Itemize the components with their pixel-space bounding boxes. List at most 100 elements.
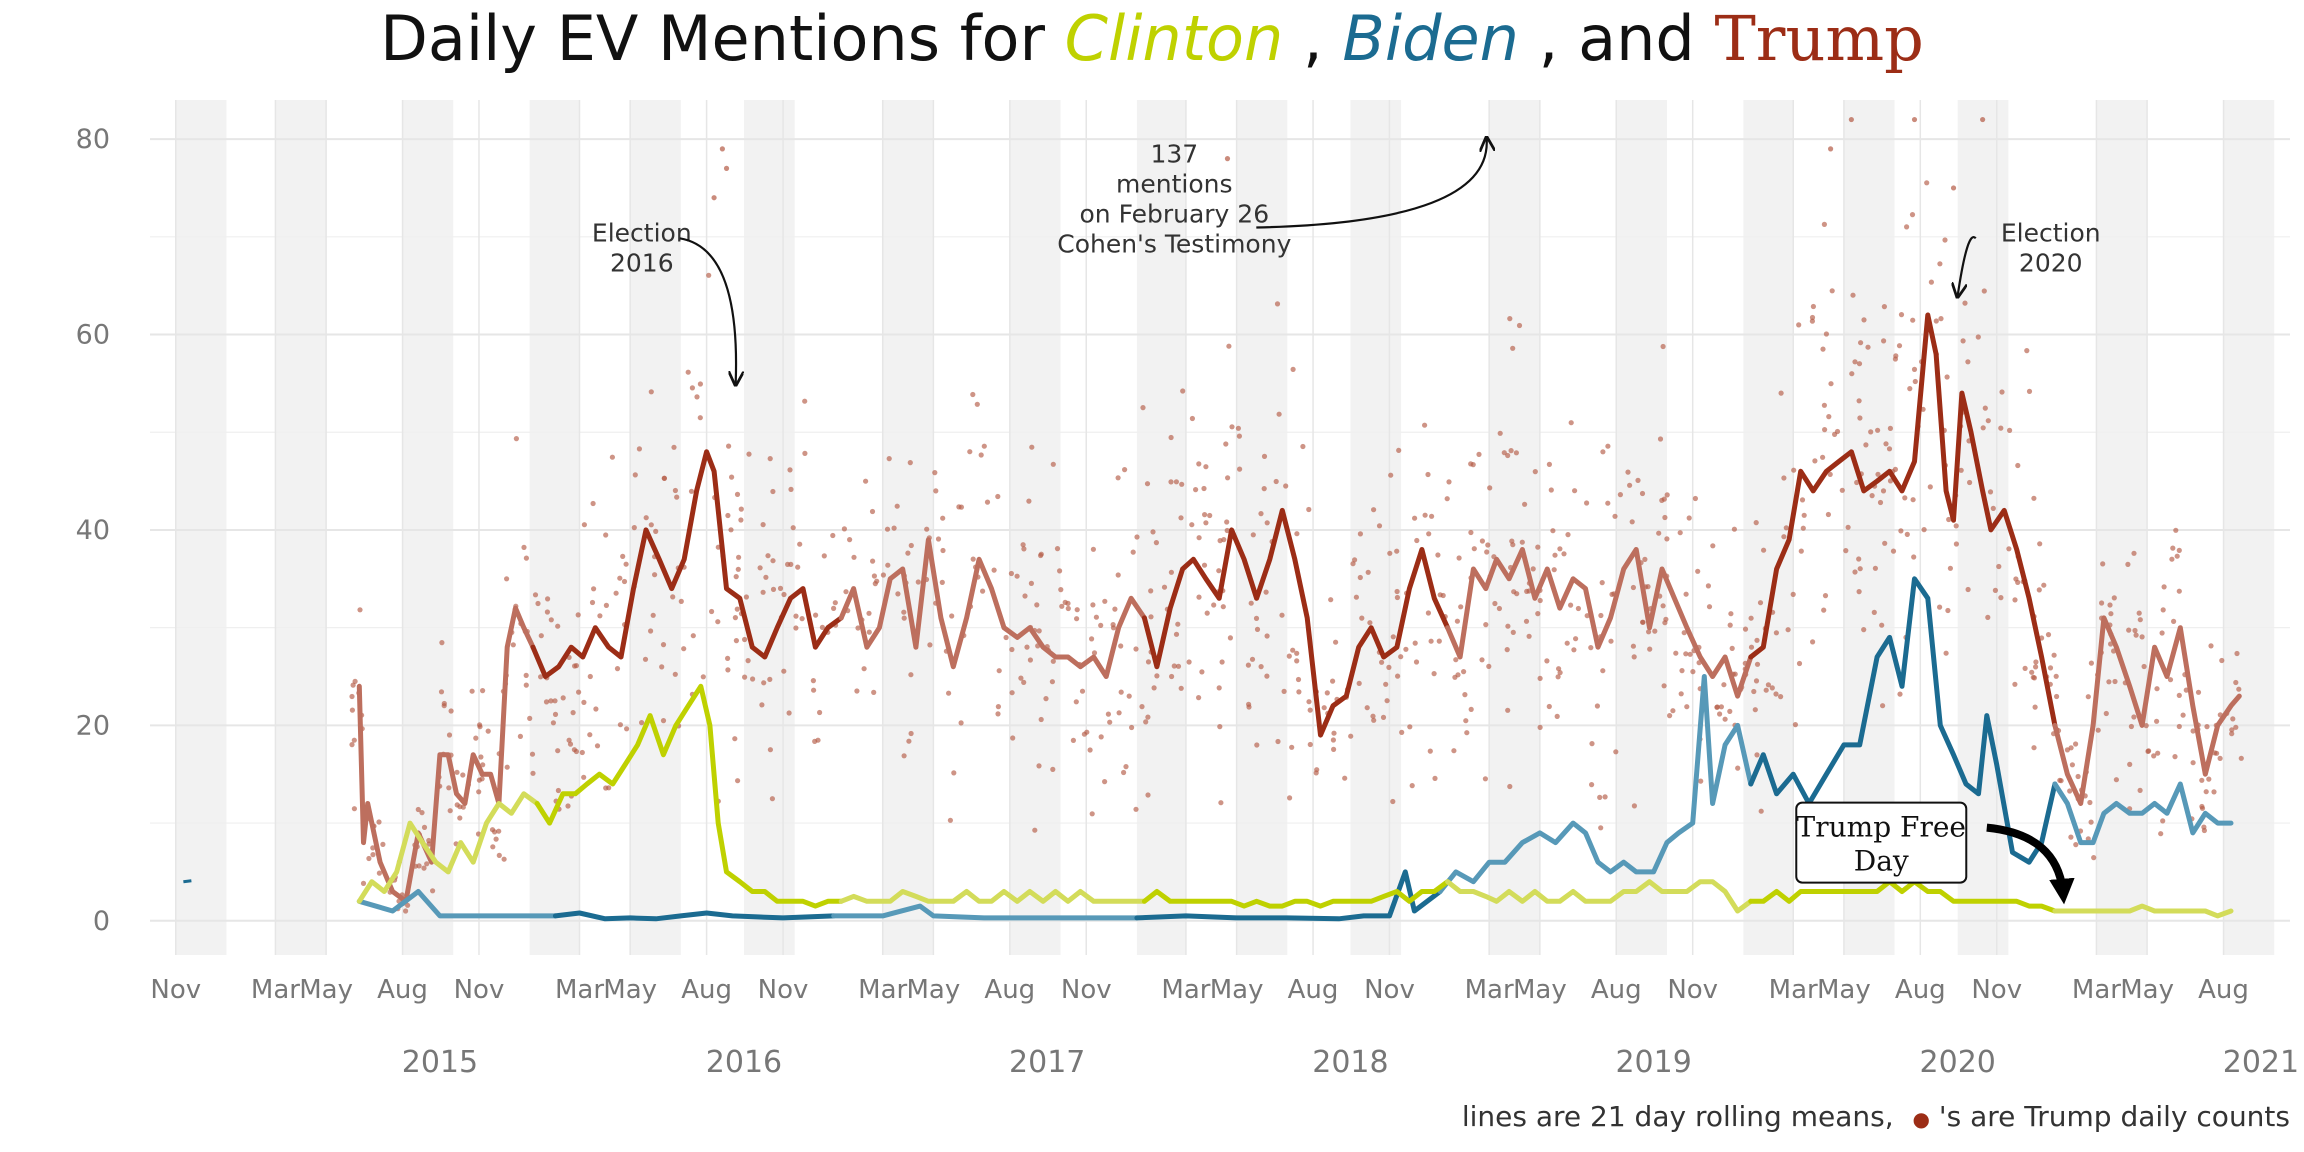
daily-count-point — [1455, 672, 1461, 678]
daily-count-point — [544, 609, 551, 615]
daily-count-point — [589, 599, 596, 606]
daily-count-point — [1911, 554, 1917, 560]
series-line-biden — [2052, 781, 2234, 846]
daily-count-point — [672, 671, 678, 677]
daily-count-point — [469, 688, 475, 694]
daily-count-point — [2053, 673, 2059, 679]
daily-count-point — [1535, 611, 1541, 617]
daily-count-point — [1985, 418, 1991, 424]
daily-count-point — [1022, 593, 1028, 599]
daily-count-point — [1290, 366, 1296, 372]
callout-text-line: Trump Free — [1797, 811, 1966, 844]
daily-count-point — [851, 554, 857, 560]
daily-count-point — [1348, 733, 1354, 739]
daily-count-point — [1554, 713, 1560, 720]
daily-count-point — [1226, 343, 1232, 349]
daily-count-point — [1139, 704, 1145, 710]
daily-count-point — [555, 787, 562, 794]
daily-count-point — [1468, 529, 1474, 536]
daily-count-point — [1883, 441, 1889, 447]
x-tick-label: Nov — [758, 975, 809, 1005]
daily-count-point — [1388, 472, 1394, 478]
daily-count-point — [1781, 475, 1787, 481]
daily-count-point — [1178, 515, 1184, 521]
daily-count-point — [1946, 516, 1952, 523]
daily-count-point — [1642, 556, 1648, 563]
daily-count-point — [1186, 659, 1192, 665]
daily-count-point — [614, 666, 621, 672]
daily-count-point — [995, 493, 1001, 500]
daily-count-point — [2045, 632, 2052, 638]
daily-count-point — [593, 706, 599, 712]
daily-count-point — [674, 494, 680, 500]
daily-count-point — [1588, 645, 1594, 651]
daily-count-point — [2125, 561, 2131, 568]
daily-count-point — [1510, 345, 1516, 351]
daily-count-point — [1121, 769, 1127, 776]
daily-count-point — [1009, 690, 1015, 696]
daily-count-point — [2067, 788, 2073, 794]
daily-count-point — [1261, 486, 1267, 492]
daily-count-point — [1276, 411, 1282, 417]
daily-count-point — [1263, 589, 1269, 595]
series-line-trump — [530, 449, 844, 679]
daily-count-point — [1513, 450, 1519, 456]
daily-count-point — [1070, 737, 1076, 744]
daily-count-point — [1965, 359, 1971, 365]
daily-count-point — [1980, 425, 1986, 431]
daily-count-point — [1798, 548, 1804, 554]
daily-count-point — [908, 730, 914, 737]
daily-count-point — [1662, 620, 1668, 626]
daily-count-point — [2190, 760, 2196, 766]
background-band — [1489, 100, 1540, 955]
daily-count-point — [2012, 681, 2018, 687]
daily-count-point — [1115, 572, 1121, 578]
daily-count-point — [1907, 386, 1913, 392]
x-tick-label: Mar — [1769, 975, 1818, 1005]
daily-count-point — [623, 561, 629, 567]
daily-count-point — [2167, 677, 2174, 683]
daily-count-point — [1091, 650, 1098, 656]
daily-count-point — [424, 861, 430, 867]
daily-count-point — [1116, 710, 1122, 716]
daily-count-point — [1516, 322, 1523, 329]
x-axis-year-labels: 2015 2016 2017 2018 2019 2020 2021 — [402, 1045, 2299, 1080]
daily-count-point — [1204, 610, 1210, 616]
daily-count-point — [1384, 698, 1390, 704]
daily-count-point — [1248, 600, 1254, 606]
daily-count-point — [947, 817, 954, 823]
daily-count-point — [793, 625, 799, 631]
daily-count-point — [770, 488, 776, 495]
x-tick-label: Mar — [2072, 975, 2121, 1005]
daily-count-point — [694, 394, 700, 400]
daily-count-point — [1828, 381, 1834, 387]
daily-count-point — [581, 774, 587, 780]
daily-count-point — [1507, 316, 1513, 322]
daily-count-point — [1670, 708, 1676, 714]
daily-count-point — [871, 573, 878, 579]
daily-count-point — [700, 674, 706, 680]
daily-count-point — [1727, 622, 1733, 628]
daily-count-point — [1635, 477, 1641, 483]
daily-count-point — [1098, 622, 1104, 629]
daily-count-point — [1848, 116, 1854, 123]
daily-count-point — [1683, 591, 1689, 597]
daily-count-point — [750, 676, 756, 682]
daily-count-point — [709, 608, 715, 615]
daily-count-point — [1307, 741, 1313, 748]
daily-count-point — [935, 536, 942, 542]
daily-count-point — [1710, 543, 1716, 549]
daily-count-point — [1657, 436, 1664, 442]
daily-count-point — [1507, 783, 1513, 790]
daily-count-point — [1386, 664, 1392, 671]
daily-count-point — [745, 658, 751, 664]
daily-count-point — [1765, 682, 1771, 688]
daily-count-point — [2064, 747, 2070, 753]
daily-count-point — [591, 586, 597, 592]
daily-count-point — [1483, 622, 1489, 628]
daily-count-point — [1367, 620, 1373, 626]
daily-count-point — [732, 615, 739, 621]
daily-count-point — [513, 436, 520, 442]
daily-count-point — [1264, 633, 1270, 639]
daily-count-point — [670, 594, 676, 600]
